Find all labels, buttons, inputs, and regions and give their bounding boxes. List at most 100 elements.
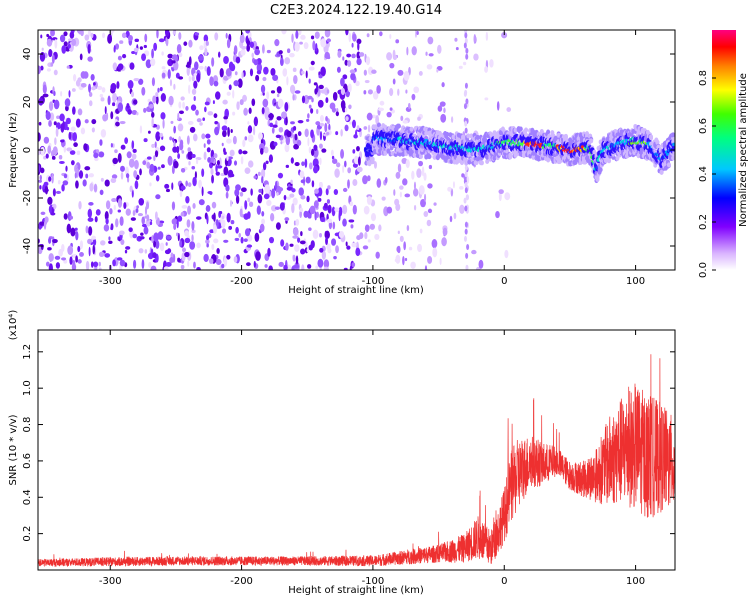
noise-blob xyxy=(146,201,150,210)
spectrogram-ylabel: Frequency (Hz) xyxy=(8,112,19,188)
noise-blob xyxy=(226,212,231,223)
noise-blob xyxy=(326,218,333,224)
noise-blob xyxy=(207,111,214,116)
noise-blob xyxy=(225,191,229,199)
noise-blob xyxy=(331,206,336,217)
noise-blob xyxy=(291,203,295,214)
noise-blob xyxy=(178,101,182,109)
noise-blob xyxy=(171,60,176,64)
noise-blob xyxy=(66,147,73,152)
noise-blob xyxy=(62,120,65,131)
noise-blob xyxy=(223,166,229,176)
noise-blob xyxy=(352,204,357,215)
noise-blob xyxy=(441,82,445,88)
noise-blob xyxy=(214,121,219,125)
noise-blob xyxy=(423,172,427,181)
noise-blob xyxy=(274,39,280,47)
noise-blob xyxy=(131,153,137,160)
noise-blob xyxy=(262,162,267,171)
noise-blob xyxy=(104,106,107,115)
noise-blob xyxy=(352,149,356,154)
noise-blob xyxy=(117,63,124,71)
noise-blob xyxy=(473,53,479,61)
noise-blob xyxy=(72,132,78,142)
noise-blob xyxy=(127,108,132,115)
noise-blob xyxy=(326,89,330,94)
noise-blob xyxy=(212,100,215,105)
noise-blob xyxy=(85,173,89,179)
noise-blob xyxy=(289,193,295,198)
noise-blob xyxy=(402,256,405,266)
noise-blob xyxy=(330,149,334,156)
noise-blob xyxy=(104,253,111,258)
noise-blob xyxy=(352,119,356,129)
x-tick-label: 100 xyxy=(626,276,645,287)
noise-blob xyxy=(238,149,243,155)
noise-blob xyxy=(367,89,373,95)
noise-blob xyxy=(320,66,326,77)
noise-blob xyxy=(386,111,392,118)
noise-blob xyxy=(47,145,52,154)
noise-blob xyxy=(363,205,370,215)
noise-blob xyxy=(131,140,135,150)
noise-blob xyxy=(290,157,294,164)
noise-blob xyxy=(404,257,408,262)
noise-blob xyxy=(92,244,96,255)
noise-blob xyxy=(142,160,147,166)
noise-blob xyxy=(167,69,171,79)
noise-blob xyxy=(171,201,176,211)
noise-blob xyxy=(88,83,91,93)
noise-blob xyxy=(326,243,331,251)
noise-blob xyxy=(437,105,443,112)
noise-blob xyxy=(304,128,309,138)
noise-blob xyxy=(151,117,154,128)
noise-blob xyxy=(262,44,265,54)
noise-blob xyxy=(269,122,274,128)
noise-blob xyxy=(375,251,380,259)
noise-blob xyxy=(463,197,467,204)
noise-blob xyxy=(246,234,253,242)
snr-xlabel: Height of straight line (km) xyxy=(288,585,424,596)
noise-blob xyxy=(295,30,299,39)
noise-blob xyxy=(98,151,105,158)
noise-blob xyxy=(335,245,339,254)
noise-blob xyxy=(88,92,93,97)
noise-blob xyxy=(53,99,60,110)
noise-blob xyxy=(465,264,469,270)
noise-blob xyxy=(207,157,212,163)
noise-blob xyxy=(144,33,148,43)
noise-blob xyxy=(186,61,191,68)
noise-blob xyxy=(369,223,376,230)
noise-blob xyxy=(263,146,269,154)
noise-blob xyxy=(61,45,67,54)
noise-blob xyxy=(163,266,169,270)
noise-blob xyxy=(188,39,193,48)
noise-blob xyxy=(214,126,220,136)
noise-blob xyxy=(431,239,438,249)
noise-blob xyxy=(261,176,264,184)
signal-halo xyxy=(414,149,419,155)
noise-blob xyxy=(143,138,148,143)
noise-blob xyxy=(417,243,423,253)
noise-blob xyxy=(111,197,117,203)
noise-blob xyxy=(181,247,187,253)
noise-blob xyxy=(233,80,240,87)
noise-blob xyxy=(301,161,305,167)
noise-blob xyxy=(207,190,213,195)
noise-blob xyxy=(155,240,160,249)
noise-blob xyxy=(355,129,358,139)
noise-blob xyxy=(213,113,218,119)
noise-blob xyxy=(229,149,235,157)
noise-blob xyxy=(69,150,76,155)
noise-blob xyxy=(213,212,216,222)
noise-blob xyxy=(272,124,278,128)
noise-blob xyxy=(71,38,77,46)
noise-blob xyxy=(39,221,45,226)
noise-blob xyxy=(413,86,420,94)
noise-blob xyxy=(78,170,84,179)
noise-blob xyxy=(254,232,260,243)
noise-blob xyxy=(397,88,400,96)
noise-blob xyxy=(378,224,382,232)
noise-blob xyxy=(176,232,179,237)
noise-blob xyxy=(206,214,209,225)
